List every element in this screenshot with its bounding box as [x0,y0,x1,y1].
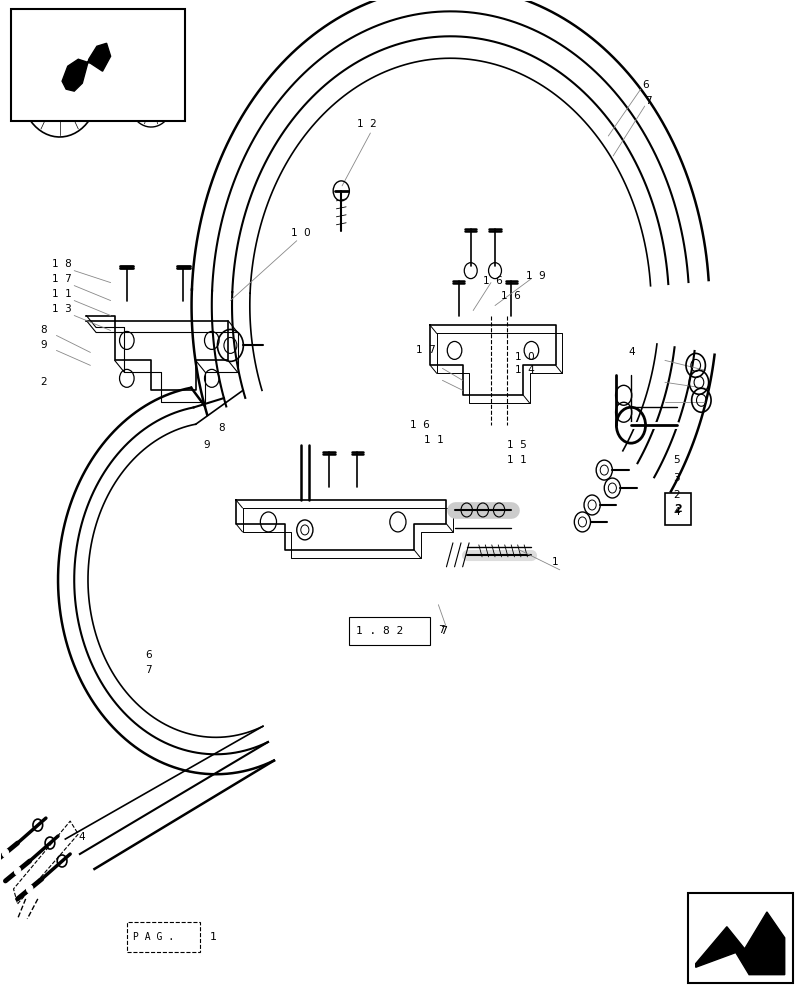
Text: 1  4: 1 4 [515,365,534,375]
Polygon shape [695,912,783,975]
Text: 1  5: 1 5 [507,440,526,450]
Text: P A G .: P A G . [133,932,174,942]
Text: 2: 2 [673,504,681,514]
Text: 1 . 8 2: 1 . 8 2 [355,626,402,636]
Text: 1  1: 1 1 [423,435,443,445]
Text: 9: 9 [204,440,210,450]
Polygon shape [62,43,110,91]
Text: 7: 7 [440,626,447,636]
Text: 1  9: 1 9 [525,271,545,281]
Bar [127,922,200,952]
Text: 7: 7 [438,625,444,635]
Text: 1  1: 1 1 [51,289,71,299]
Text: 1  6: 1 6 [501,291,521,301]
Text: 1  6: 1 6 [483,276,502,286]
Text: 1  1: 1 1 [507,455,526,465]
Text: 2: 2 [41,377,47,387]
Text: 2: 2 [672,490,679,500]
Bar [349,617,430,645]
Bar [664,493,690,525]
Bar [687,893,792,983]
Text: 4: 4 [672,507,679,517]
Text: 7: 7 [145,665,152,675]
Text: 6: 6 [145,650,152,660]
Text: 1  3: 1 3 [51,304,71,314]
Text: 1  0: 1 0 [290,228,311,238]
Text: 1  7: 1 7 [51,274,71,284]
Text: 1  2: 1 2 [357,119,377,129]
Text: 7: 7 [645,96,651,106]
Text: 1: 1 [551,557,558,567]
Text: 4: 4 [628,347,634,357]
Text: 8: 8 [218,423,225,433]
Circle shape [15,867,21,875]
Text: 8: 8 [41,325,47,335]
Text: 1  0: 1 0 [515,352,534,362]
Text: 5: 5 [672,455,679,465]
Text: 9: 9 [41,340,47,350]
Circle shape [27,885,33,893]
Text: 1  6: 1 6 [410,420,429,430]
Circle shape [2,849,9,857]
Bar [11,9,185,121]
Text: 4: 4 [78,832,85,842]
Text: 6: 6 [642,80,648,90]
Text: 1  8: 1 8 [51,259,71,269]
Text: 1  7: 1 7 [415,345,435,355]
Text: 1: 1 [209,932,216,942]
Text: 3: 3 [672,473,679,483]
